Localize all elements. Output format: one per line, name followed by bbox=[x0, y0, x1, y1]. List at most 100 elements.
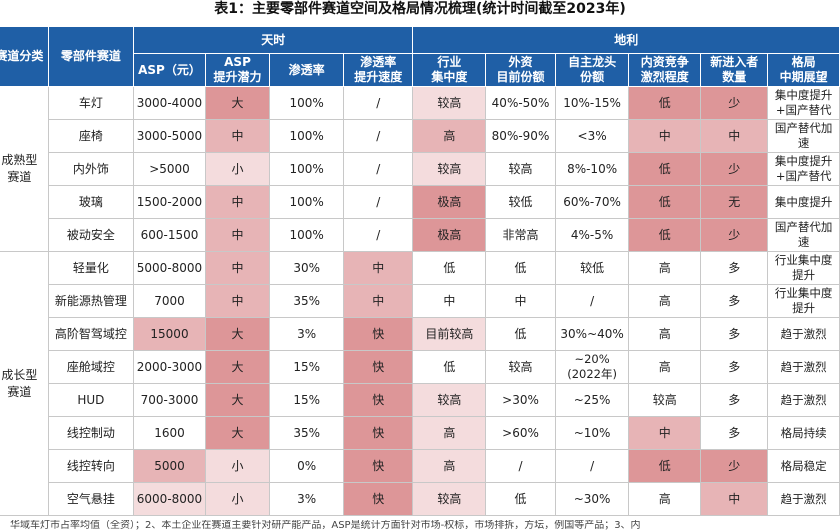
value-cell: 大 bbox=[204, 383, 271, 417]
page-title: 表1：主要零部件赛道空间及格局情况梳理(统计时间截至2023年) bbox=[214, 1, 626, 17]
value-cell: 低 bbox=[628, 185, 702, 219]
value-cell: 60%-70% bbox=[554, 185, 630, 219]
table-row: 玻璃 1500-2000 中 100% / 极高 较低 60%-70% 低无集中度提升 bbox=[0, 185, 840, 219]
value-cell: 3% bbox=[269, 317, 345, 351]
value-cell: ~20% (2022年) bbox=[554, 350, 630, 384]
value-cell: 小 bbox=[204, 449, 271, 483]
value-cell: 6000-8000 bbox=[133, 482, 206, 516]
value-cell: 格局持续 bbox=[767, 416, 840, 450]
header-col-4: 行业 集中度 bbox=[412, 53, 487, 87]
value-cell: / bbox=[343, 185, 414, 219]
value-cell: 较高 bbox=[412, 86, 487, 120]
value-cell: 行业集中度提升 bbox=[767, 251, 840, 285]
value-cell: 10%-15% bbox=[554, 86, 630, 120]
value-cell: 中 bbox=[204, 251, 271, 285]
value-cell: 大 bbox=[204, 416, 271, 450]
value-cell: 多 bbox=[700, 350, 769, 384]
part-name-cell: 空气悬挂 bbox=[47, 482, 135, 516]
value-cell: / bbox=[343, 218, 414, 252]
value-cell: 快 bbox=[343, 350, 414, 384]
value-cell: ~30% bbox=[554, 482, 630, 516]
value-cell: 15000 bbox=[133, 317, 206, 351]
value-cell: 较低 bbox=[554, 251, 630, 285]
value-cell: 高 bbox=[412, 416, 487, 450]
value-cell: 15% bbox=[269, 350, 345, 384]
value-cell: 中 bbox=[343, 251, 414, 285]
value-cell: 低 bbox=[412, 251, 487, 285]
value-cell: 100% bbox=[269, 119, 345, 153]
table-row: 内外饰 >5000 小 100% / 较高 较高 8%-10% 低少集中度提升+国产替代 bbox=[0, 152, 840, 186]
value-cell: / bbox=[343, 152, 414, 186]
value-cell: >5000 bbox=[133, 152, 206, 186]
value-cell: / bbox=[343, 86, 414, 120]
value-cell: 集中度提升+国产替代 bbox=[767, 86, 840, 120]
value-cell: 格局稳定 bbox=[767, 449, 840, 483]
value-cell: 8%-10% bbox=[554, 152, 630, 186]
header-col-1: ASP 提升潜力 bbox=[204, 53, 271, 87]
track-table: 赛道分类 零部件赛道 天时 地利 ASP（元） ASP 提升潜力 渗透率 渗透率 提升… bbox=[0, 26, 840, 516]
value-cell: 600-1500 bbox=[133, 218, 206, 252]
value-cell: 快 bbox=[343, 416, 414, 450]
table-row: HUD 700-3000 大 15% 快较高 >30% ~25% 较高多趋于激烈 bbox=[0, 383, 840, 417]
value-cell: 中 bbox=[343, 284, 414, 318]
table-row: 高阶智驾域控 15000 大 3% 快目前较高低 30%~40% 高多趋于激烈 bbox=[0, 317, 840, 351]
header-group-tianshi: 天时 bbox=[133, 26, 414, 54]
value-cell: 国产替代加速 bbox=[767, 119, 840, 153]
value-cell: / bbox=[343, 119, 414, 153]
value-cell: 较高 bbox=[412, 383, 487, 417]
table-row: 线控制动 1600 大 35% 快高 >60% ~10% 中多格局持续 bbox=[0, 416, 840, 450]
value-cell: 5000 bbox=[133, 449, 206, 483]
value-cell: 小 bbox=[204, 482, 271, 516]
value-cell: 低 bbox=[485, 251, 556, 285]
part-name-cell: 座舱域控 bbox=[47, 350, 135, 384]
table-row: 被动安全 600-1500 中 100% / 极高 非常高 4%-5% 低少国产替代加速 bbox=[0, 218, 840, 252]
header-col-2: 渗透率 bbox=[269, 53, 345, 87]
value-cell: 高 bbox=[412, 449, 487, 483]
value-cell: 35% bbox=[269, 416, 345, 450]
value-cell: 30%~40% bbox=[554, 317, 630, 351]
part-name-cell: 内外饰 bbox=[47, 152, 135, 186]
value-cell: 低 bbox=[412, 350, 487, 384]
value-cell: 低 bbox=[628, 152, 702, 186]
value-cell: 趋于激烈 bbox=[767, 317, 840, 351]
value-cell: 快 bbox=[343, 383, 414, 417]
value-cell: 少 bbox=[700, 86, 769, 120]
part-name-cell: 玻璃 bbox=[47, 185, 135, 219]
part-name-cell: HUD bbox=[47, 383, 135, 417]
header-col-6: 自主龙头 份额 bbox=[554, 53, 630, 87]
value-cell: 低 bbox=[485, 482, 556, 516]
value-cell: 中 bbox=[204, 218, 271, 252]
value-cell: 80%-90% bbox=[485, 119, 556, 153]
value-cell: 多 bbox=[700, 284, 769, 318]
part-name-cell: 被动安全 bbox=[47, 218, 135, 252]
table-row: 成长型 赛道 轻量化 5000-8000 中 30% 中低低较低高多行业集中度提升 bbox=[0, 251, 840, 516]
value-cell: 小 bbox=[204, 152, 271, 186]
value-cell: 无 bbox=[700, 185, 769, 219]
value-cell: 100% bbox=[269, 86, 345, 120]
part-name-cell: 高阶智驾域控 bbox=[47, 317, 135, 351]
value-cell: >60% bbox=[485, 416, 556, 450]
value-cell: 少 bbox=[700, 218, 769, 252]
value-cell: 4%-5% bbox=[554, 218, 630, 252]
value-cell: 少 bbox=[700, 152, 769, 186]
value-cell: 趋于激烈 bbox=[767, 383, 840, 417]
value-cell: 低 bbox=[485, 317, 556, 351]
value-cell: / bbox=[554, 449, 630, 483]
part-name-cell: 车灯 bbox=[47, 86, 135, 120]
table-row: 新能源热管理 7000 中 35% 中中中 / 高多行业集中度提升 bbox=[0, 284, 840, 318]
part-name-cell: 座椅 bbox=[47, 119, 135, 153]
value-cell: 极高 bbox=[412, 185, 487, 219]
part-name-cell: 线控制动 bbox=[47, 416, 135, 450]
value-cell: 行业集中度提升 bbox=[767, 284, 840, 318]
value-cell: 1500-2000 bbox=[133, 185, 206, 219]
value-cell: 3000-4000 bbox=[133, 86, 206, 120]
header-col-9: 格局 中期展望 bbox=[767, 53, 840, 87]
header-col-8: 新进入者 数量 bbox=[700, 53, 769, 87]
value-cell: 700-3000 bbox=[133, 383, 206, 417]
value-cell: 中 bbox=[628, 416, 702, 450]
value-cell: 目前较高 bbox=[412, 317, 487, 351]
value-cell: 100% bbox=[269, 218, 345, 252]
value-cell: 15% bbox=[269, 383, 345, 417]
value-cell: 低 bbox=[628, 449, 702, 483]
value-cell: 中 bbox=[204, 284, 271, 318]
